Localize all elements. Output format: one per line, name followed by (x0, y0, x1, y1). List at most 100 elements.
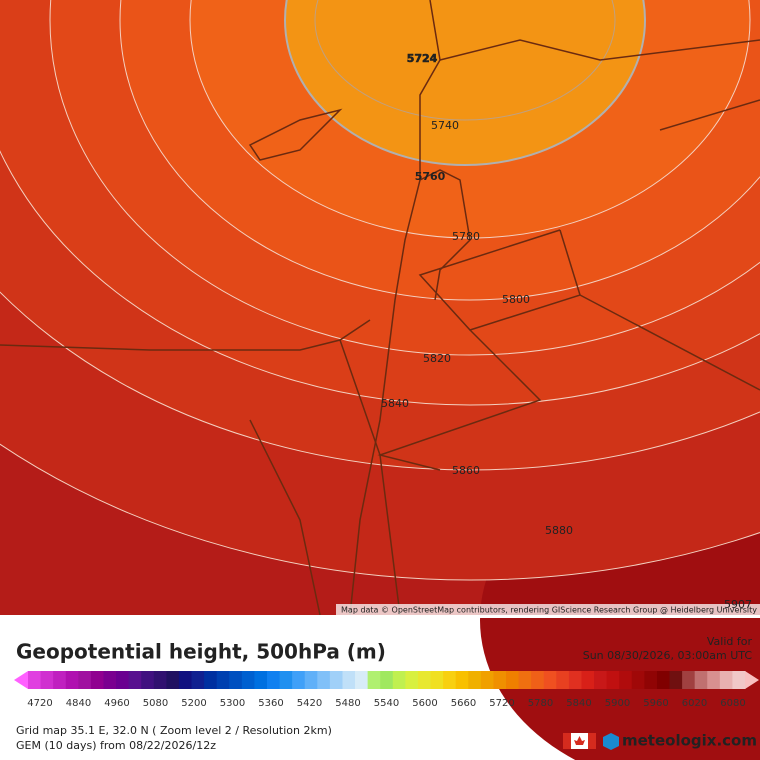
legend-swatch (543, 671, 557, 689)
legend-label: 4840 (66, 698, 91, 709)
legend-swatch (682, 671, 696, 689)
legend-high (745, 671, 759, 689)
legend-label: 5600 (412, 698, 437, 709)
legend-swatch (493, 671, 507, 689)
legend-label: 4960 (104, 698, 129, 709)
legend-label: 5420 (297, 698, 322, 709)
legend-swatch (405, 671, 419, 689)
legend-swatch (506, 671, 520, 689)
contour (314, 0, 616, 121)
legend-swatch (732, 671, 746, 689)
legend-swatch (443, 671, 457, 689)
flag-bar (588, 733, 596, 749)
brand: meteologix.com (622, 732, 757, 750)
legend-swatch (455, 671, 469, 689)
island (248, 108, 343, 161)
legend-swatch (90, 671, 104, 689)
legend-label: 5900 (605, 698, 630, 709)
legend-swatch (380, 671, 394, 689)
legend-label: 4720 (27, 698, 52, 709)
legend-swatch (619, 671, 633, 689)
legend-low (14, 671, 28, 689)
legend-label: 6020 (682, 698, 707, 709)
legend-label: 5200 (181, 698, 206, 709)
contour-label: 5780 (452, 230, 480, 243)
legend-swatch (40, 671, 54, 689)
legend-swatch (468, 671, 482, 689)
legend-label: 5300 (220, 698, 245, 709)
flag (563, 733, 596, 749)
flag-leaf (574, 736, 585, 745)
border (419, 169, 471, 301)
contour-label: 5860 (452, 464, 480, 477)
coast (0, 319, 371, 351)
legend-swatch (531, 671, 545, 689)
legend-label: 5540 (374, 698, 399, 709)
contour-label: 5907 (724, 598, 752, 611)
legend-swatch (581, 671, 595, 689)
legend-swatch (204, 671, 218, 689)
coast (249, 419, 321, 616)
legend-swatch (267, 671, 281, 689)
legend-swatch (518, 671, 532, 689)
legend-swatch (216, 671, 230, 689)
legend-swatch (191, 671, 205, 689)
border (659, 99, 760, 131)
border (559, 229, 581, 296)
legend-swatch (392, 671, 406, 689)
legend-swatch (292, 671, 306, 689)
flag-bar (563, 733, 571, 749)
legend-swatch (656, 671, 671, 689)
valid-label: Valid for (707, 635, 753, 648)
legend-label: 5080 (143, 698, 168, 709)
legend-swatch (78, 671, 92, 689)
legend-swatch (116, 671, 130, 689)
legend-swatch (606, 671, 620, 689)
legend-swatch (128, 671, 142, 689)
band (284, 0, 646, 166)
contour-label: 5820 (423, 352, 451, 365)
legend-swatch (707, 671, 721, 689)
border (349, 0, 441, 616)
grid-info: Grid map 35.1 E, 32.0 N ( Zoom level 2 /… (16, 724, 332, 737)
legend-swatch (28, 671, 42, 689)
legend-swatch (556, 671, 570, 689)
legend-swatch (342, 671, 356, 689)
legend-swatch (594, 671, 608, 689)
contour-label: 5760 (415, 170, 446, 183)
border (339, 339, 401, 616)
legend-swatch (669, 671, 683, 689)
valid-time: Sun 08/30/2026, 03:00am UTC (583, 649, 753, 662)
legend-swatch (355, 671, 369, 689)
legend-swatch (53, 671, 67, 689)
legend-swatch (178, 671, 193, 689)
legend-swatch (719, 671, 733, 689)
legend-swatch (65, 671, 79, 689)
model-info: GEM (10 days) from 08/22/2026/12z (16, 739, 216, 752)
legend-swatch (430, 671, 444, 689)
attribution-bg (336, 604, 760, 615)
borders (0, 0, 760, 616)
legend-swatch (141, 671, 155, 689)
legend-swatch (644, 671, 658, 689)
legend-swatch (568, 671, 582, 689)
legend-swatch (254, 671, 268, 689)
separator (0, 615, 760, 618)
legend-swatch (304, 671, 318, 689)
contour-label: 5740 (431, 119, 459, 132)
legend-swatch (417, 671, 432, 689)
border (377, 329, 542, 471)
legend-label: 5960 (643, 698, 668, 709)
legend-label: 6080 (720, 698, 745, 709)
legend-label: 5360 (258, 698, 283, 709)
legend-swatch (166, 671, 180, 689)
legend-swatch (367, 671, 381, 689)
legend-swatch (229, 671, 243, 689)
legend-swatch (153, 671, 167, 689)
legend-label: 5720 (489, 698, 514, 709)
contour-label: 5880 (545, 524, 573, 537)
contour-label: 5800 (502, 293, 530, 306)
